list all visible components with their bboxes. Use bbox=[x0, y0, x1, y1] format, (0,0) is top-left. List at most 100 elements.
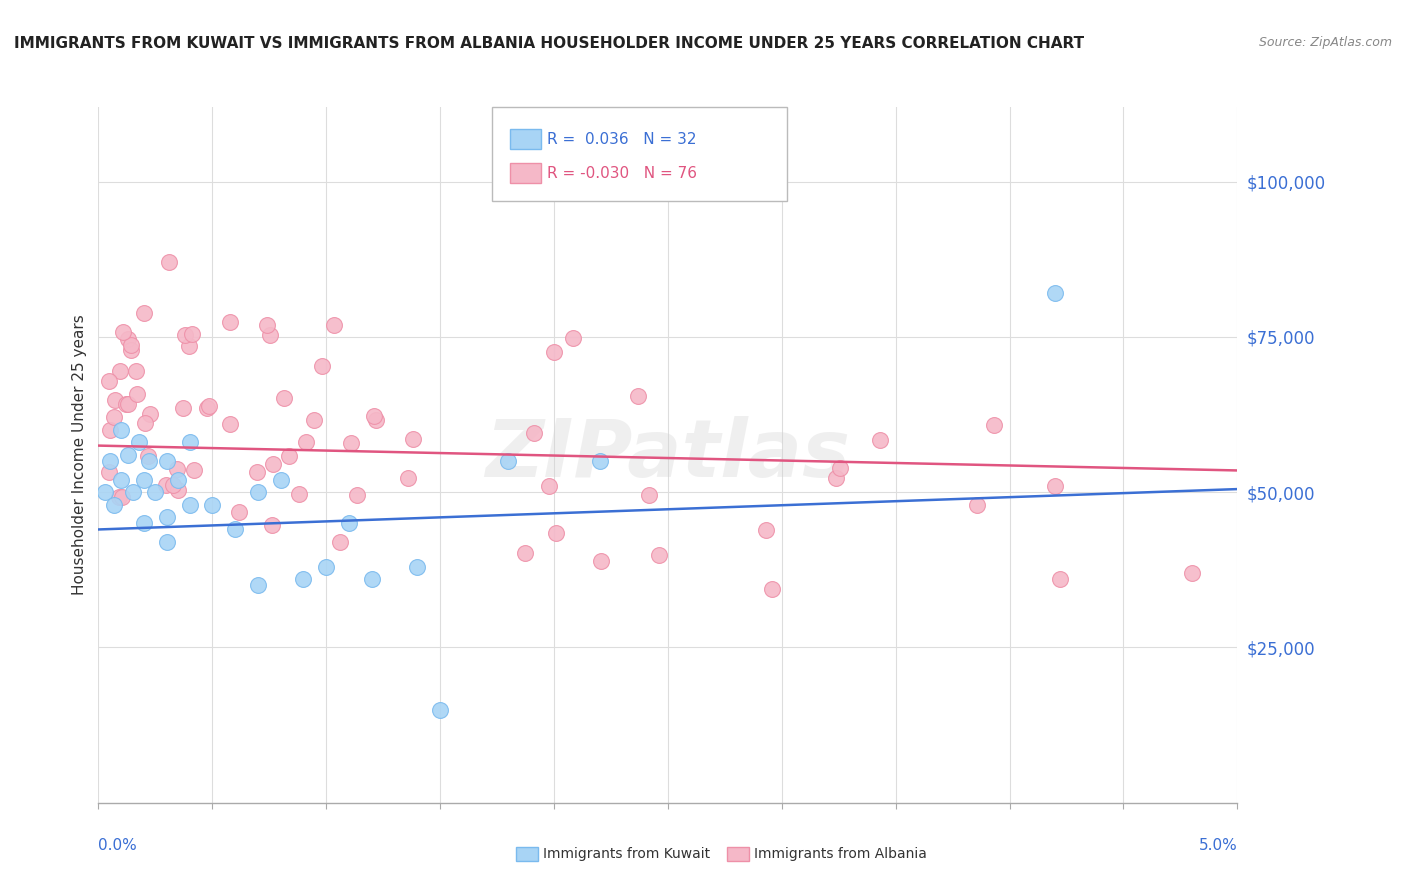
Point bbox=[337, 516, 360, 531]
Point bbox=[110, 423, 132, 437]
Point bbox=[983, 417, 1005, 432]
Point bbox=[115, 397, 138, 411]
Point bbox=[103, 498, 125, 512]
Point bbox=[561, 331, 583, 345]
Point bbox=[360, 572, 382, 586]
Point bbox=[591, 554, 613, 568]
Text: 0.0%: 0.0% bbox=[98, 838, 138, 854]
Point bbox=[139, 407, 162, 421]
Point bbox=[111, 325, 134, 339]
Point bbox=[966, 498, 988, 512]
Point bbox=[366, 413, 388, 427]
Point bbox=[134, 416, 156, 430]
Point bbox=[292, 572, 315, 586]
Point bbox=[98, 423, 121, 437]
Point bbox=[155, 478, 177, 492]
Point bbox=[166, 462, 188, 476]
Point bbox=[329, 534, 352, 549]
Point bbox=[179, 339, 201, 353]
Point bbox=[157, 255, 180, 269]
Point bbox=[198, 400, 221, 414]
Point bbox=[256, 318, 278, 332]
Text: 5.0%: 5.0% bbox=[1198, 838, 1237, 854]
Point bbox=[543, 344, 565, 359]
Text: Immigrants from Albania: Immigrants from Albania bbox=[754, 847, 927, 861]
Point bbox=[136, 449, 159, 463]
Point bbox=[132, 473, 155, 487]
Point bbox=[825, 471, 848, 485]
Point bbox=[174, 327, 197, 342]
Point bbox=[402, 432, 425, 446]
Point bbox=[94, 485, 117, 500]
Point bbox=[120, 343, 142, 357]
Point bbox=[97, 465, 120, 479]
Point bbox=[260, 518, 283, 533]
Point bbox=[315, 559, 337, 574]
Point bbox=[340, 435, 363, 450]
Point bbox=[134, 306, 156, 320]
Point bbox=[156, 454, 179, 468]
Point bbox=[273, 392, 295, 406]
Point bbox=[110, 364, 132, 378]
Point bbox=[246, 485, 269, 500]
Point bbox=[262, 457, 284, 471]
Text: Source: ZipAtlas.com: Source: ZipAtlas.com bbox=[1258, 36, 1392, 49]
Point bbox=[429, 703, 451, 717]
Point bbox=[1181, 566, 1204, 580]
Text: IMMIGRANTS FROM KUWAIT VS IMMIGRANTS FROM ALBANIA HOUSEHOLDER INCOME UNDER 25 YE: IMMIGRANTS FROM KUWAIT VS IMMIGRANTS FRO… bbox=[14, 36, 1084, 51]
Point bbox=[156, 534, 179, 549]
Point bbox=[246, 578, 269, 592]
Point bbox=[180, 327, 202, 342]
Point bbox=[638, 487, 661, 501]
Point bbox=[167, 483, 190, 498]
Point bbox=[156, 510, 179, 524]
Point bbox=[103, 410, 125, 425]
Point bbox=[1049, 572, 1071, 586]
Point bbox=[172, 401, 194, 415]
Point bbox=[588, 454, 610, 468]
Point bbox=[304, 413, 326, 427]
Point bbox=[755, 523, 778, 537]
Point bbox=[121, 485, 143, 500]
Point bbox=[183, 463, 205, 477]
Point bbox=[869, 434, 891, 448]
Point bbox=[1043, 286, 1066, 301]
Point bbox=[246, 465, 269, 479]
Point bbox=[117, 397, 139, 411]
Point bbox=[288, 487, 311, 501]
Text: ZIPatlas: ZIPatlas bbox=[485, 416, 851, 494]
Point bbox=[167, 473, 190, 487]
Point bbox=[498, 454, 520, 468]
Point bbox=[363, 409, 385, 423]
Point bbox=[270, 473, 292, 487]
Point bbox=[278, 449, 301, 463]
Text: Immigrants from Kuwait: Immigrants from Kuwait bbox=[543, 847, 710, 861]
Point bbox=[108, 491, 131, 505]
Point bbox=[104, 393, 127, 408]
Point bbox=[195, 401, 218, 415]
Y-axis label: Householder Income Under 25 years: Householder Income Under 25 years bbox=[72, 315, 87, 595]
Point bbox=[179, 435, 201, 450]
Point bbox=[648, 548, 671, 562]
Point bbox=[218, 315, 240, 329]
Point bbox=[259, 328, 281, 343]
Point bbox=[1043, 479, 1066, 493]
Point bbox=[138, 454, 160, 468]
Point bbox=[125, 386, 148, 401]
Point bbox=[522, 426, 544, 441]
Point bbox=[406, 559, 429, 574]
Point bbox=[627, 389, 650, 403]
Point bbox=[544, 526, 567, 541]
Point bbox=[311, 359, 333, 374]
Point bbox=[761, 582, 783, 597]
Point bbox=[224, 523, 246, 537]
Point bbox=[117, 332, 139, 346]
Point bbox=[294, 435, 316, 450]
Point bbox=[396, 470, 419, 484]
Point bbox=[125, 364, 148, 378]
Point bbox=[346, 487, 368, 501]
Point bbox=[120, 338, 142, 352]
Point bbox=[228, 505, 250, 519]
Point bbox=[128, 435, 150, 450]
Point bbox=[110, 473, 132, 487]
